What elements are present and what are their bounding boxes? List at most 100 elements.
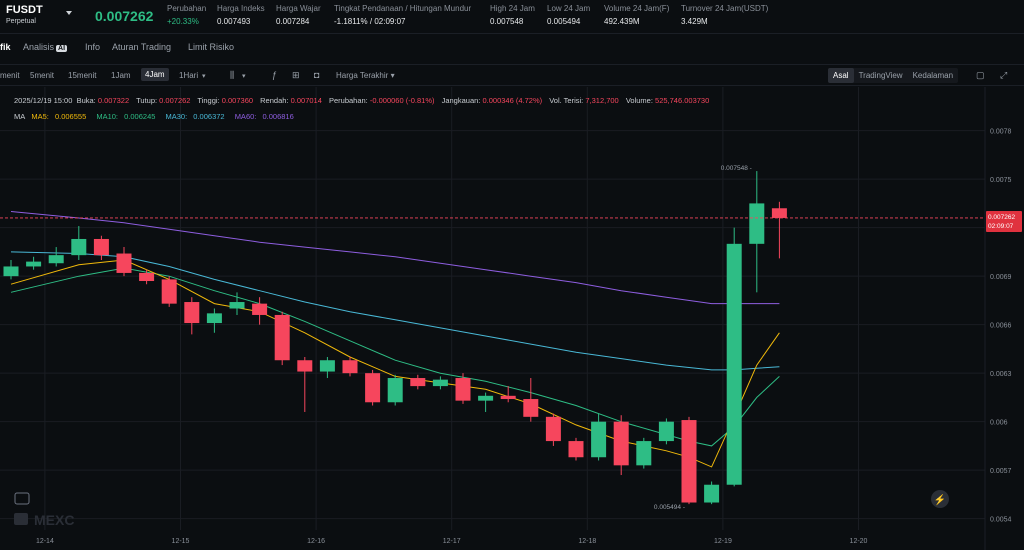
view-original[interactable]: Asal — [828, 68, 854, 83]
layout-icon[interactable]: ▢ — [976, 70, 985, 80]
candle-down — [523, 378, 539, 422]
timeframe-1d[interactable]: 1Hari — [179, 71, 199, 80]
ma10-line — [10, 267, 780, 447]
price-type-label: Harga Terakhir — [336, 71, 389, 80]
last-price: 0.007262 — [95, 8, 154, 24]
tab-trading-rules[interactable]: Aturan Trading — [112, 42, 172, 52]
stat-value: 0.007548 — [490, 17, 524, 26]
indicator-icon[interactable]: ƒ — [272, 70, 278, 80]
candle-down — [252, 297, 268, 325]
candle-down — [297, 357, 313, 412]
candle-up — [749, 171, 765, 293]
ma60-label: MA60: — [234, 112, 257, 121]
candle-down — [771, 201, 787, 259]
tab-risk-limit[interactable]: Limit Risiko — [188, 42, 235, 52]
timeframe-15m[interactable]: 15menit — [68, 71, 97, 80]
ma60-legend: MA60: 0.006816 — [235, 112, 298, 121]
candle-up — [704, 481, 720, 505]
stat-value: 0.007493 — [217, 17, 251, 26]
candle-up — [726, 227, 742, 487]
candle-body — [26, 261, 42, 267]
ohlc-volume-label: Volume: — [625, 96, 653, 105]
view-depth[interactable]: Kedalaman — [912, 71, 954, 80]
stat-fair-price: Harga Wajar 0.007284 — [276, 4, 321, 26]
ticker-bar: FUSDT Perpetual 0.007262 Perubahan +20.3… — [0, 0, 1024, 34]
stat-label: Harga Indeks — [217, 4, 265, 13]
fullscreen-icon[interactable]: ⤢ — [1000, 70, 1008, 80]
lightning-button[interactable] — [931, 490, 949, 508]
timeframe-1h[interactable]: 1Jam — [111, 71, 131, 80]
x-tick-label: 12-19 — [714, 538, 732, 545]
ohlc-open: 0.007322 — [97, 96, 130, 105]
ohlc-open-label: Buka: — [76, 96, 96, 105]
mexc-watermark: MEXC — [34, 512, 74, 528]
candle-up — [71, 226, 87, 260]
ma10-legend: MA10: 0.006245 — [96, 112, 159, 121]
candle-body — [274, 314, 290, 361]
camera-icon[interactable]: ◘ — [314, 70, 320, 80]
y-tick-label: 0.0078 — [990, 129, 1012, 136]
x-tick-label: 12-16 — [307, 538, 325, 545]
ma-legend: MA MA5: 0.006555 MA10: 0.006245 MA30: 0.… — [14, 112, 302, 121]
high-annotation: 0.007548 - — [721, 165, 752, 172]
ohlc-low-label: Rendah: — [260, 96, 289, 105]
candle-down — [568, 437, 584, 461]
timeframe-4h[interactable]: 4Jam — [141, 68, 169, 81]
ohlc-high: 0.007360 — [221, 96, 254, 105]
candle-body — [229, 302, 245, 309]
chat-icon[interactable] — [14, 492, 30, 505]
ma10-value: 0.006245 — [124, 112, 156, 121]
tab-analysis[interactable]: Analisis AI — [23, 42, 68, 52]
candle-body — [410, 378, 426, 387]
candle-down — [274, 311, 290, 366]
last-price-tag-value: 0.007262 — [988, 214, 1015, 221]
timeframe-1m[interactable]: menit — [0, 71, 20, 80]
lightning-icon: ⚡ — [934, 493, 946, 506]
stat-label: Perubahan — [167, 4, 207, 13]
low-annotation: 0.005494 - — [654, 504, 685, 511]
candle-down — [613, 415, 629, 476]
ohlc-vol-label: Vol. Terisi: — [549, 96, 584, 105]
candle-up — [48, 247, 64, 267]
chevron-down-icon[interactable]: ▾ — [202, 73, 206, 80]
symbol-selector[interactable]: FUSDT Perpetual — [6, 4, 43, 25]
chart-toolbar: menit 5menit 15menit 1Jam 4Jam 1Hari ▾ ⫼… — [0, 64, 1024, 86]
ohlc-low: 0.007014 — [290, 96, 322, 105]
chevron-down-icon[interactable] — [66, 11, 72, 15]
candle-down — [455, 373, 471, 404]
ma5-legend: MA5: 0.006555 — [31, 112, 90, 121]
symbol-name[interactable]: FUSDT — [6, 4, 43, 16]
timeframe-5m[interactable]: 5menit — [30, 71, 55, 80]
ma30-legend: MA30: 0.006372 — [166, 112, 229, 121]
ma60-value: 0.006816 — [262, 112, 294, 121]
ma30-label: MA30: — [165, 112, 188, 121]
candle-body — [545, 416, 561, 442]
candle-up — [206, 308, 222, 333]
stat-value: 492.439M — [604, 17, 640, 26]
y-tick-label: 0.0057 — [990, 468, 1012, 475]
ohlc-high-label: Tinggi: — [197, 96, 220, 105]
candle-down — [184, 297, 200, 335]
candle-body — [478, 395, 494, 401]
ohlc-close: 0.007262 — [159, 96, 191, 105]
chevron-down-icon[interactable]: ▾ — [242, 73, 246, 80]
y-tick-label: 0.0063 — [990, 371, 1012, 378]
candle-type-icon[interactable]: ⫼ — [230, 70, 235, 80]
candle-up — [26, 256, 42, 270]
price-type-select[interactable]: Harga Terakhir ▾ — [336, 71, 395, 80]
last-price-tag — [986, 210, 1022, 232]
candle-up — [658, 418, 674, 445]
tab-info[interactable]: Info — [85, 42, 101, 52]
settings-icon[interactable]: ⊞ — [292, 70, 300, 80]
view-tradingview[interactable]: TradingView — [858, 71, 903, 80]
candle-body — [365, 373, 381, 403]
stat-label: Volume 24 Jam(F) — [604, 4, 670, 13]
candle-body — [252, 303, 268, 315]
chart-area[interactable]: 0.00780.00750.00720.00690.00660.00630.00… — [0, 87, 1024, 550]
candlestick-chart[interactable]: 0.00780.00750.00720.00690.00660.00630.00… — [0, 87, 1024, 550]
candle-down — [410, 374, 426, 390]
tab-chart[interactable]: fik — [0, 42, 11, 52]
ohlc-volume: 525,746.003730 — [655, 96, 710, 105]
stat-funding-rate[interactable]: Tingkat Pendanaan / Hitungan Mundur -1.1… — [334, 4, 471, 26]
candle-body — [771, 208, 787, 218]
